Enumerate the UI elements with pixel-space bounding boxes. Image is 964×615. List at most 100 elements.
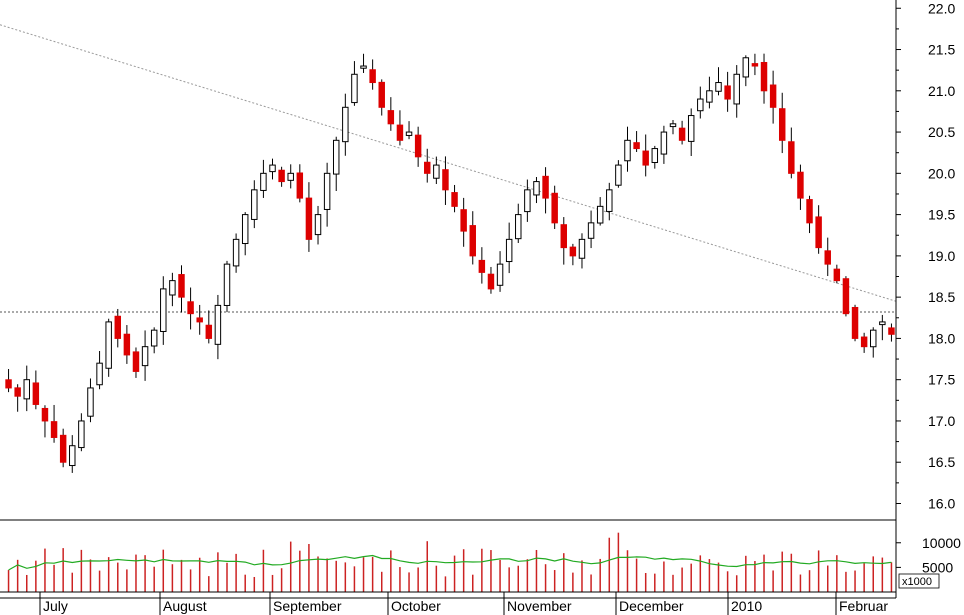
candle-body [678, 127, 686, 141]
candle-body [469, 225, 476, 257]
candle-body [515, 214, 522, 240]
month-label: 2010 [731, 598, 762, 614]
candle-body [169, 280, 176, 296]
candle-body [824, 250, 831, 265]
candle-body [5, 379, 12, 389]
candle-body [870, 329, 877, 348]
candle-body [424, 161, 431, 174]
candle-body [405, 131, 413, 136]
candle-body [842, 278, 850, 315]
price-tick-label: 18.5 [928, 289, 955, 305]
candle-body [205, 324, 213, 339]
candle-body [69, 445, 76, 467]
candle-body [578, 238, 586, 259]
price-tick-label: 20.0 [928, 165, 955, 181]
candle-body [642, 150, 649, 166]
volume-tick-label: 10000 [922, 535, 961, 551]
candle-body [778, 108, 786, 141]
candle-body [706, 90, 713, 103]
price-tick-label: 21.5 [928, 42, 955, 58]
candle-body [14, 387, 21, 397]
candle-body [487, 273, 495, 290]
candle-body [332, 139, 340, 175]
candle-body [442, 169, 449, 191]
candle-body [414, 134, 422, 158]
candle-body [360, 65, 367, 69]
volume-panel [7, 532, 893, 592]
candle-body [87, 387, 94, 417]
month-label: August [163, 598, 207, 614]
candle-body [624, 139, 631, 162]
candle-body [269, 164, 276, 173]
candle-body [260, 172, 267, 191]
candle-body [833, 268, 841, 282]
candle-body [669, 123, 677, 128]
price-tick-label: 16.5 [928, 454, 955, 470]
candle-body [496, 263, 504, 286]
candle-body [851, 306, 859, 339]
month-label: October [391, 598, 441, 614]
candle-body [651, 148, 659, 164]
candle-body [551, 192, 558, 224]
price-tick-label: 22.0 [928, 0, 955, 16]
candle-body [123, 333, 131, 356]
candle-body [788, 141, 795, 174]
price-tick-label: 20.5 [928, 124, 955, 140]
candle-body [797, 171, 804, 199]
candle-body [59, 434, 67, 463]
month-label: September [273, 598, 342, 614]
candle-body [460, 209, 467, 232]
candle-body [314, 214, 322, 236]
candle-body [560, 224, 568, 249]
volume-unit-box [898, 573, 940, 589]
candle-body [96, 362, 103, 386]
candle-body [369, 69, 376, 84]
price-tick-label: 19.0 [928, 248, 955, 264]
candle-body [860, 336, 868, 348]
candle-body [888, 327, 895, 335]
candle-body [305, 197, 313, 240]
candle-body [78, 420, 85, 449]
candle-body [323, 172, 331, 210]
candle-body [733, 73, 740, 105]
candle-body [23, 379, 30, 400]
candle-body [178, 274, 185, 298]
price-tick-label: 21.0 [928, 83, 955, 99]
candle-body [196, 317, 203, 323]
candle-body [396, 124, 404, 141]
candle-body [351, 73, 358, 104]
candle-body [806, 199, 813, 224]
candle-body [505, 238, 513, 263]
candle-body [50, 421, 58, 438]
candle-body [606, 189, 613, 212]
price-panel [0, 24, 897, 473]
candle-body [596, 205, 604, 224]
candle-body [32, 382, 40, 405]
price-tick-label: 19.5 [928, 207, 955, 223]
candle-body [150, 329, 158, 347]
candle-body [697, 98, 704, 112]
month-label: Februar [839, 598, 888, 614]
month-label: November [507, 598, 572, 614]
candle-body [751, 63, 759, 67]
candle-body [114, 315, 122, 339]
candle-body [41, 407, 49, 422]
candle-body [342, 106, 349, 143]
candle-body [879, 321, 886, 326]
candle-body [478, 259, 486, 273]
candle-body [241, 214, 249, 245]
candle-body [742, 57, 750, 78]
candle-body [451, 192, 458, 207]
candle-body [715, 82, 722, 92]
candle-body [760, 61, 768, 92]
volume-unit-label: x1000 [902, 576, 932, 588]
candle-body [378, 81, 385, 108]
candle-body [633, 142, 640, 150]
candle-body [815, 216, 822, 249]
candle-body [287, 172, 294, 181]
candle-body [524, 189, 531, 213]
candle-body [223, 263, 231, 306]
candle-body [569, 246, 577, 257]
